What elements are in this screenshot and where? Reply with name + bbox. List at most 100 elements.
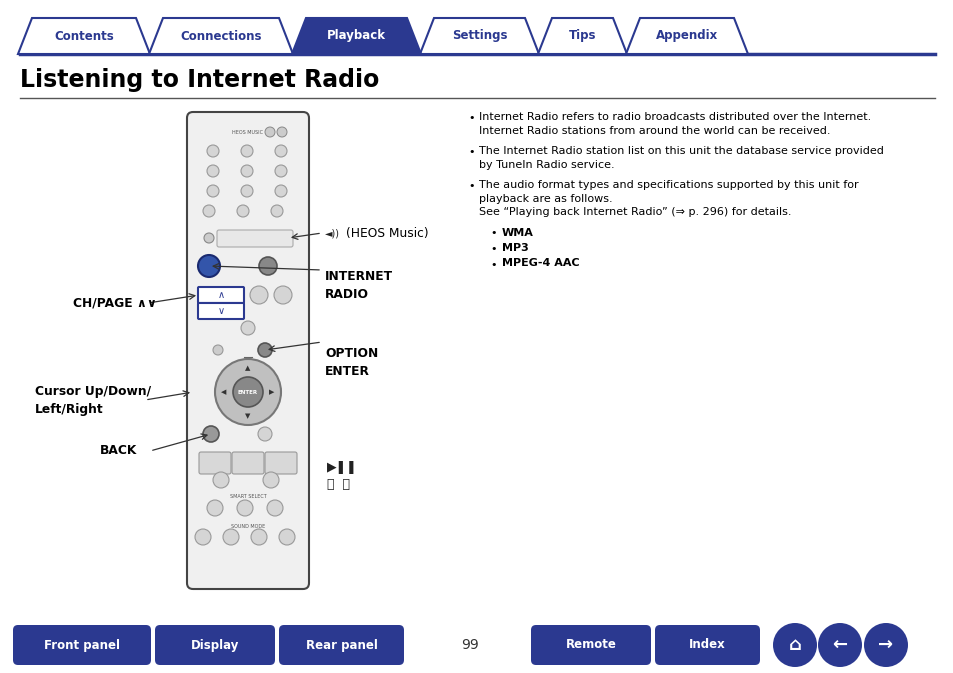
- FancyBboxPatch shape: [216, 230, 293, 247]
- Text: •: •: [468, 113, 474, 123]
- Text: SMART SELECT: SMART SELECT: [230, 493, 266, 499]
- Text: ⌂: ⌂: [788, 636, 801, 654]
- Circle shape: [274, 145, 287, 157]
- Circle shape: [278, 529, 294, 545]
- Circle shape: [236, 205, 249, 217]
- Circle shape: [241, 145, 253, 157]
- Circle shape: [198, 255, 220, 277]
- Circle shape: [204, 233, 213, 243]
- Text: Front panel: Front panel: [44, 639, 120, 651]
- Text: BACK: BACK: [100, 444, 137, 458]
- Text: Appendix: Appendix: [655, 30, 718, 42]
- Text: Settings: Settings: [452, 30, 507, 42]
- Text: ⏮  ⏭: ⏮ ⏭: [327, 479, 350, 491]
- Text: (HEOS Music): (HEOS Music): [346, 227, 428, 240]
- Circle shape: [236, 500, 253, 516]
- Circle shape: [817, 623, 862, 667]
- Text: SOUND MODE: SOUND MODE: [231, 524, 265, 528]
- Circle shape: [276, 127, 287, 137]
- Text: See “Playing back Internet Radio” (⇒ p. 296) for details.: See “Playing back Internet Radio” (⇒ p. …: [478, 207, 791, 217]
- Text: ▼: ▼: [245, 413, 251, 419]
- Polygon shape: [625, 18, 747, 54]
- Circle shape: [241, 165, 253, 177]
- Text: Cursor Up/Down/
Left/Right: Cursor Up/Down/ Left/Right: [35, 384, 151, 415]
- Text: •: •: [468, 181, 474, 191]
- FancyBboxPatch shape: [198, 287, 244, 303]
- Circle shape: [213, 345, 223, 355]
- Circle shape: [213, 472, 229, 488]
- Text: Internet Radio stations from around the world can be received.: Internet Radio stations from around the …: [478, 125, 830, 135]
- Circle shape: [207, 185, 219, 197]
- Circle shape: [271, 205, 283, 217]
- Circle shape: [233, 377, 263, 407]
- Text: HEOS MUSIC: HEOS MUSIC: [233, 129, 263, 135]
- Text: MP3: MP3: [501, 243, 528, 253]
- Text: →: →: [878, 636, 893, 654]
- Circle shape: [241, 321, 254, 335]
- FancyBboxPatch shape: [278, 625, 403, 665]
- Circle shape: [207, 500, 223, 516]
- Polygon shape: [18, 18, 150, 54]
- Text: by TuneIn Radio service.: by TuneIn Radio service.: [478, 160, 614, 170]
- Circle shape: [203, 205, 214, 217]
- Circle shape: [265, 127, 274, 137]
- Text: OPTION
ENTER: OPTION ENTER: [325, 347, 377, 378]
- Circle shape: [274, 286, 292, 304]
- Text: ▲: ▲: [245, 365, 251, 371]
- Text: Contents: Contents: [54, 30, 113, 42]
- Text: INTERNET
RADIO: INTERNET RADIO: [325, 270, 393, 301]
- Text: ▶❚❚: ▶❚❚: [327, 462, 357, 474]
- FancyBboxPatch shape: [531, 625, 650, 665]
- Text: Index: Index: [688, 639, 725, 651]
- Circle shape: [223, 529, 239, 545]
- Text: Connections: Connections: [180, 30, 261, 42]
- Circle shape: [258, 257, 276, 275]
- Polygon shape: [149, 18, 293, 54]
- Circle shape: [263, 472, 278, 488]
- Text: Internet Radio refers to radio broadcasts distributed over the Internet.: Internet Radio refers to radio broadcast…: [478, 112, 870, 122]
- Circle shape: [203, 426, 219, 442]
- Text: 99: 99: [460, 638, 478, 652]
- Circle shape: [194, 529, 211, 545]
- Text: ←: ←: [832, 636, 846, 654]
- Circle shape: [274, 165, 287, 177]
- Circle shape: [251, 529, 267, 545]
- FancyBboxPatch shape: [187, 112, 309, 589]
- Text: •: •: [490, 260, 496, 269]
- Text: •: •: [490, 244, 496, 254]
- Circle shape: [267, 500, 283, 516]
- Text: ◀: ◀: [221, 389, 227, 395]
- Circle shape: [257, 343, 272, 357]
- Text: MPEG-4 AAC: MPEG-4 AAC: [501, 258, 579, 269]
- Circle shape: [863, 623, 907, 667]
- FancyBboxPatch shape: [265, 452, 296, 474]
- Text: WMA: WMA: [501, 227, 534, 238]
- Polygon shape: [419, 18, 538, 54]
- Text: playback are as follows.: playback are as follows.: [478, 194, 612, 203]
- Text: ∧: ∧: [217, 290, 224, 300]
- Text: Playback: Playback: [327, 30, 386, 42]
- Text: ENTER: ENTER: [237, 390, 258, 394]
- Text: Tips: Tips: [568, 30, 596, 42]
- Text: The Internet Radio station list on this unit the database service provided: The Internet Radio station list on this …: [478, 146, 882, 156]
- Text: Listening to Internet Radio: Listening to Internet Radio: [20, 68, 379, 92]
- FancyBboxPatch shape: [655, 625, 760, 665]
- Circle shape: [772, 623, 816, 667]
- Polygon shape: [292, 18, 420, 54]
- Circle shape: [214, 359, 281, 425]
- FancyBboxPatch shape: [198, 303, 244, 319]
- Text: The audio format types and specifications supported by this unit for: The audio format types and specification…: [478, 180, 858, 190]
- Polygon shape: [537, 18, 626, 54]
- Circle shape: [257, 427, 272, 441]
- FancyBboxPatch shape: [199, 452, 231, 474]
- Text: •: •: [490, 229, 496, 238]
- FancyBboxPatch shape: [154, 625, 274, 665]
- Circle shape: [207, 165, 219, 177]
- Circle shape: [207, 145, 219, 157]
- Text: CH/PAGE ∧∨: CH/PAGE ∧∨: [73, 297, 156, 310]
- Text: Rear panel: Rear panel: [305, 639, 377, 651]
- FancyBboxPatch shape: [232, 452, 264, 474]
- Circle shape: [274, 185, 287, 197]
- Text: ◄)): ◄)): [325, 228, 339, 238]
- Text: Remote: Remote: [565, 639, 616, 651]
